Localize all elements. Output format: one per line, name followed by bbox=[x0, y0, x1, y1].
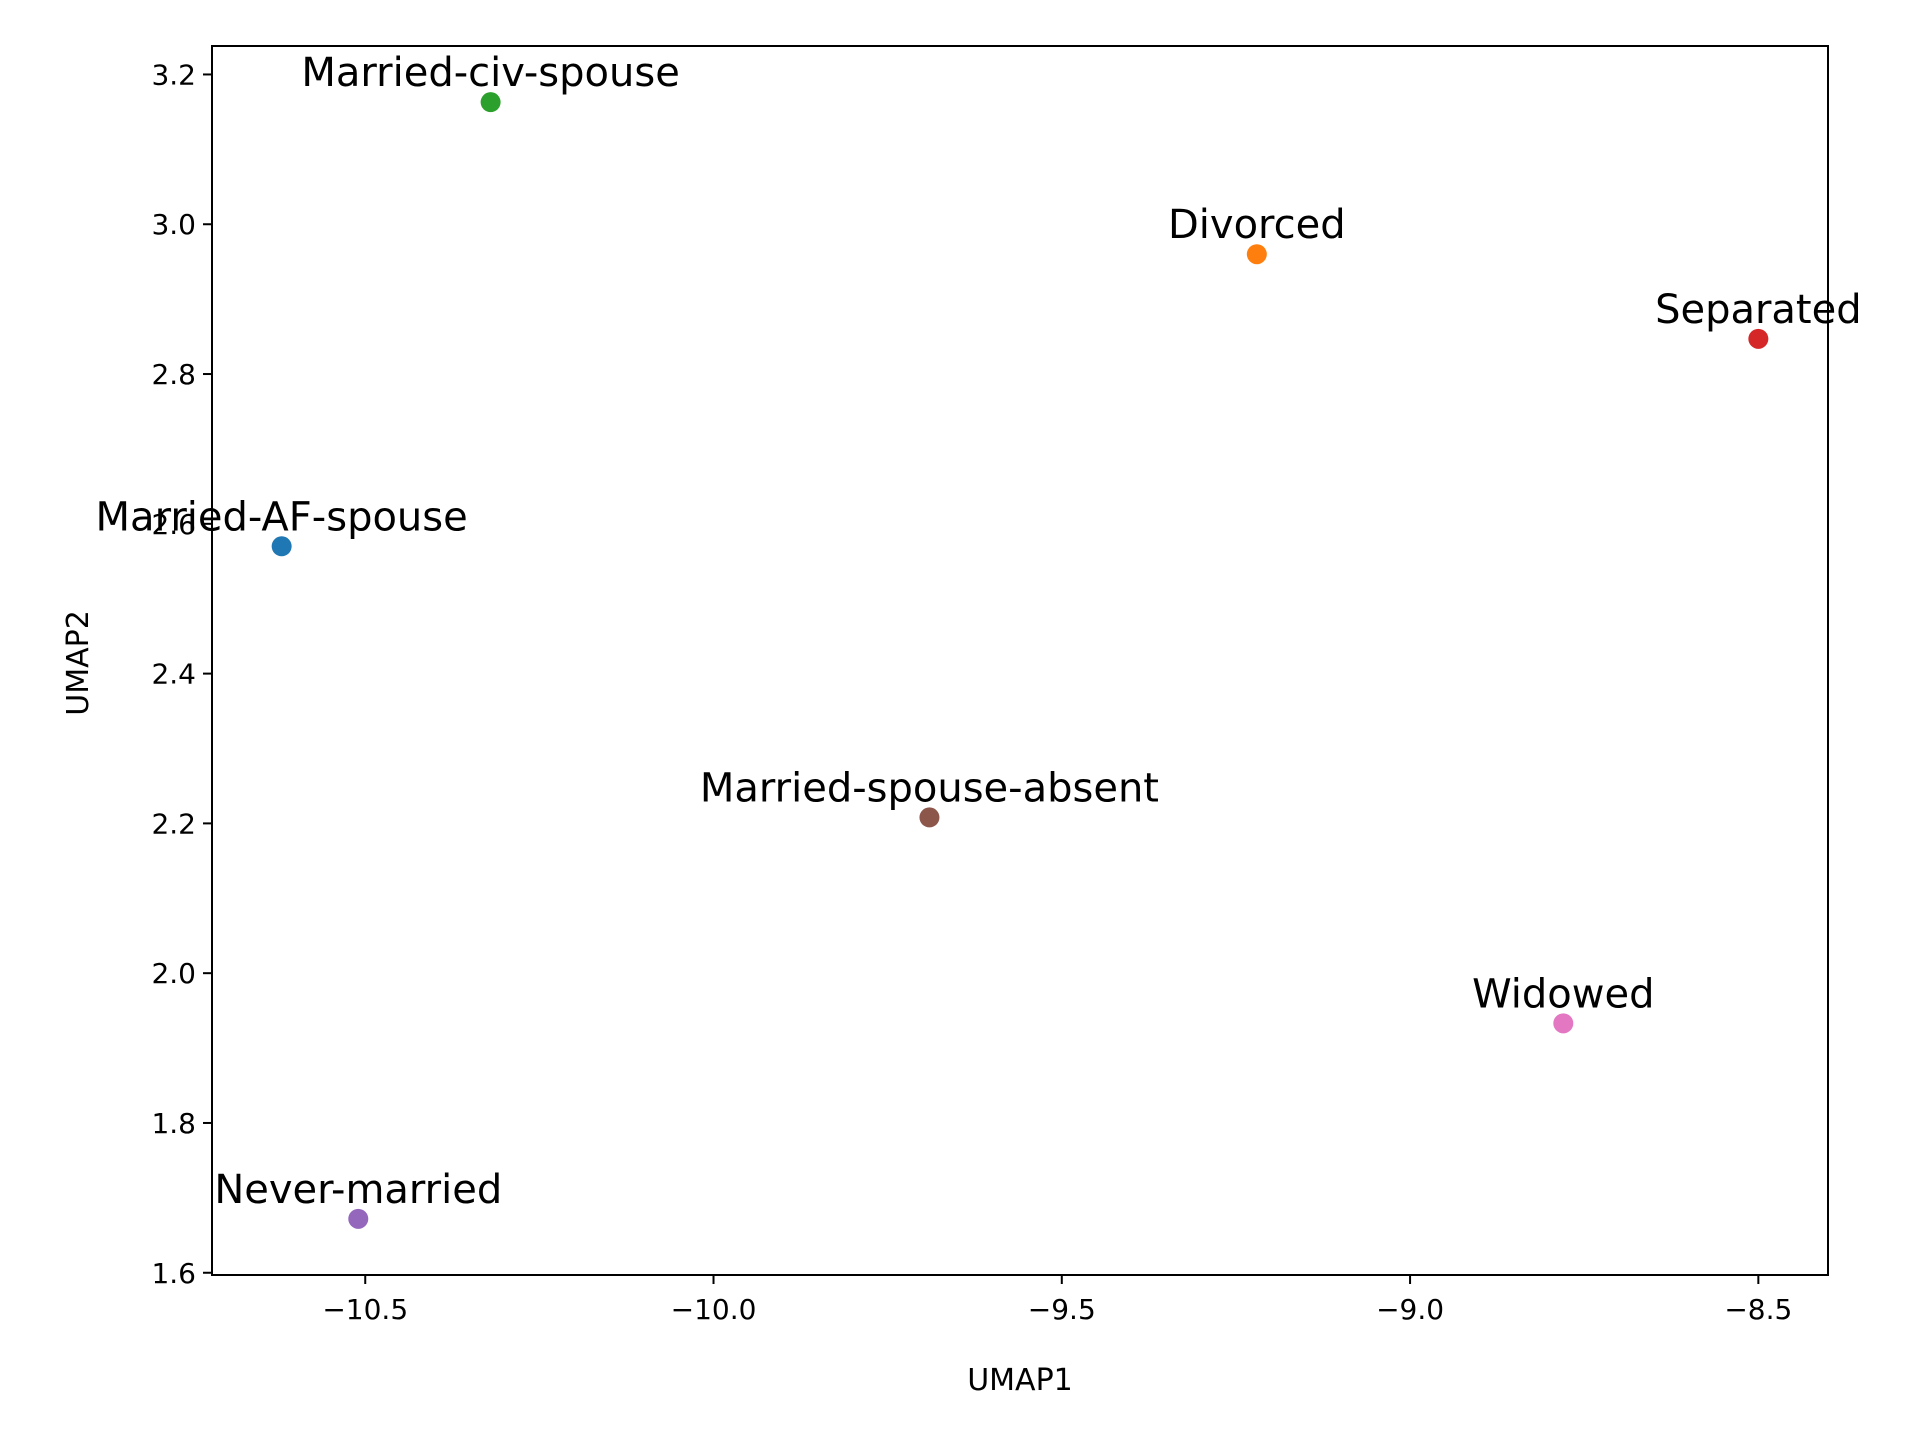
point-married-af-spouse bbox=[271, 536, 292, 557]
point-widowed bbox=[1553, 1013, 1574, 1034]
point-never-married bbox=[348, 1208, 369, 1229]
point-label-separated: Separated bbox=[1655, 287, 1862, 333]
point-married-spouse-absent bbox=[919, 807, 940, 828]
point-label-married-civ-spouse: Married-civ-spouse bbox=[301, 50, 679, 96]
point-label-never-married: Never-married bbox=[214, 1167, 502, 1213]
x-axis-label: UMAP1 bbox=[967, 1363, 1073, 1398]
data-points bbox=[271, 92, 1769, 1229]
plot-area-frame bbox=[211, 45, 1829, 1276]
x-tick-label: −10.5 bbox=[322, 1293, 408, 1326]
x-axis-ticks: −10.5 −10.0 −9.5 −9.0 −8.5 bbox=[322, 1275, 1792, 1326]
point-divorced bbox=[1246, 244, 1267, 265]
point-married-civ-spouse bbox=[480, 92, 501, 113]
x-tick-label: −8.5 bbox=[1724, 1293, 1792, 1326]
y-tick-label: 2.2 bbox=[151, 807, 196, 840]
y-tick-label: 3.0 bbox=[151, 208, 196, 241]
y-tick-label: 2.4 bbox=[151, 658, 196, 691]
point-separated bbox=[1748, 328, 1769, 349]
point-label-married-spouse-absent: Married-spouse-absent bbox=[700, 765, 1159, 811]
y-tick-label: 3.2 bbox=[151, 58, 196, 91]
x-tick-label: −9.5 bbox=[1028, 1293, 1096, 1326]
y-tick-label: 2.0 bbox=[151, 957, 196, 990]
y-tick-label: 1.8 bbox=[151, 1107, 196, 1140]
x-tick-label: −9.0 bbox=[1376, 1293, 1444, 1326]
y-tick-label: 2.8 bbox=[151, 358, 196, 391]
x-tick-label: −10.0 bbox=[671, 1293, 757, 1326]
y-tick-label: 1.6 bbox=[151, 1257, 196, 1290]
y-tick-label: 2.6 bbox=[151, 508, 196, 541]
y-axis-ticks: 1.6 1.8 2.0 2.2 2.4 2.6 2.8 3.0 3.2 bbox=[151, 58, 212, 1290]
point-label-widowed: Widowed bbox=[1472, 971, 1654, 1017]
y-axis-label: UMAP2 bbox=[61, 610, 96, 716]
point-labels: Married-AF-spouse Divorced Married-civ-spo… bbox=[96, 50, 1862, 1213]
point-label-divorced: Divorced bbox=[1168, 202, 1346, 248]
point-label-married-af-spouse: Married-AF-spouse bbox=[96, 494, 468, 540]
